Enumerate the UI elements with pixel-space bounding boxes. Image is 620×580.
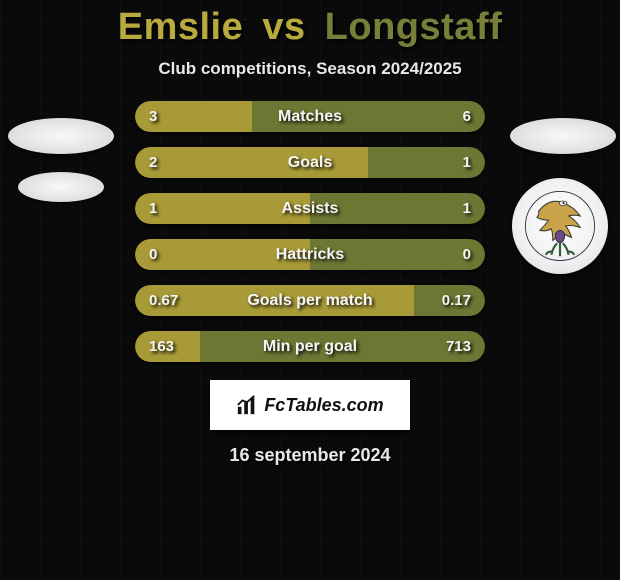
bar-seg-player1 [135,285,414,316]
bar-seg-player1 [135,193,310,224]
brand-footer: FcTables.com [210,380,410,430]
title-player2: Longstaff [325,6,503,48]
bar-row: Goals21 [135,147,485,178]
team2-badge [512,178,608,274]
bar-seg-player2 [310,193,485,224]
comparison-bars: Matches36 Goals21 Assists11 Hattricks00 Goal… [135,101,485,362]
subtitle: Club competitions, Season 2024/2025 [158,59,461,79]
container: Emslie vs Longstaff Club competitions, S… [0,0,620,580]
bar-seg-player1 [135,331,200,362]
team2-badge-svg [524,190,596,262]
player2-photo-placeholder [510,118,616,154]
title-player1: Emslie [118,6,244,48]
bar-seg-player2 [252,101,485,132]
brand: FcTables.com [236,394,383,416]
bar-row: Goals per match0.670.17 [135,285,485,316]
brand-text: FcTables.com [264,395,383,416]
bar-seg-player1 [135,239,310,270]
bar-row: Assists11 [135,193,485,224]
title-vs: vs [262,6,305,48]
bar-seg-player2 [414,285,485,316]
team1-badge-placeholder [18,172,104,202]
page-title: Emslie vs Longstaff [118,6,503,49]
bar-seg-player1 [135,147,368,178]
bar-seg-player2 [310,239,485,270]
bar-row: Min per goal163713 [135,331,485,362]
bar-seg-player1 [135,101,252,132]
bar-row: Hattricks00 [135,239,485,270]
bar-seg-player2 [368,147,485,178]
bar-row: Matches36 [135,101,485,132]
player1-photo-placeholder [8,118,114,154]
bar-seg-player2 [200,331,485,362]
brand-chart-icon [236,394,258,416]
date-text: 16 september 2024 [229,445,390,466]
